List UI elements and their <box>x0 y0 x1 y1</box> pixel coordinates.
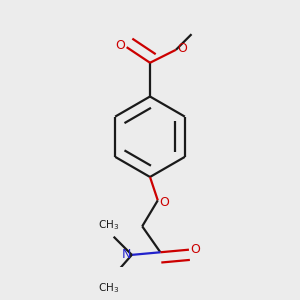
Text: O: O <box>159 196 169 209</box>
Text: O: O <box>177 42 187 55</box>
Text: O: O <box>115 39 125 52</box>
Text: O: O <box>190 243 200 256</box>
Text: CH$_3$: CH$_3$ <box>98 218 119 232</box>
Text: N: N <box>122 248 131 261</box>
Text: CH$_3$: CH$_3$ <box>98 281 119 295</box>
